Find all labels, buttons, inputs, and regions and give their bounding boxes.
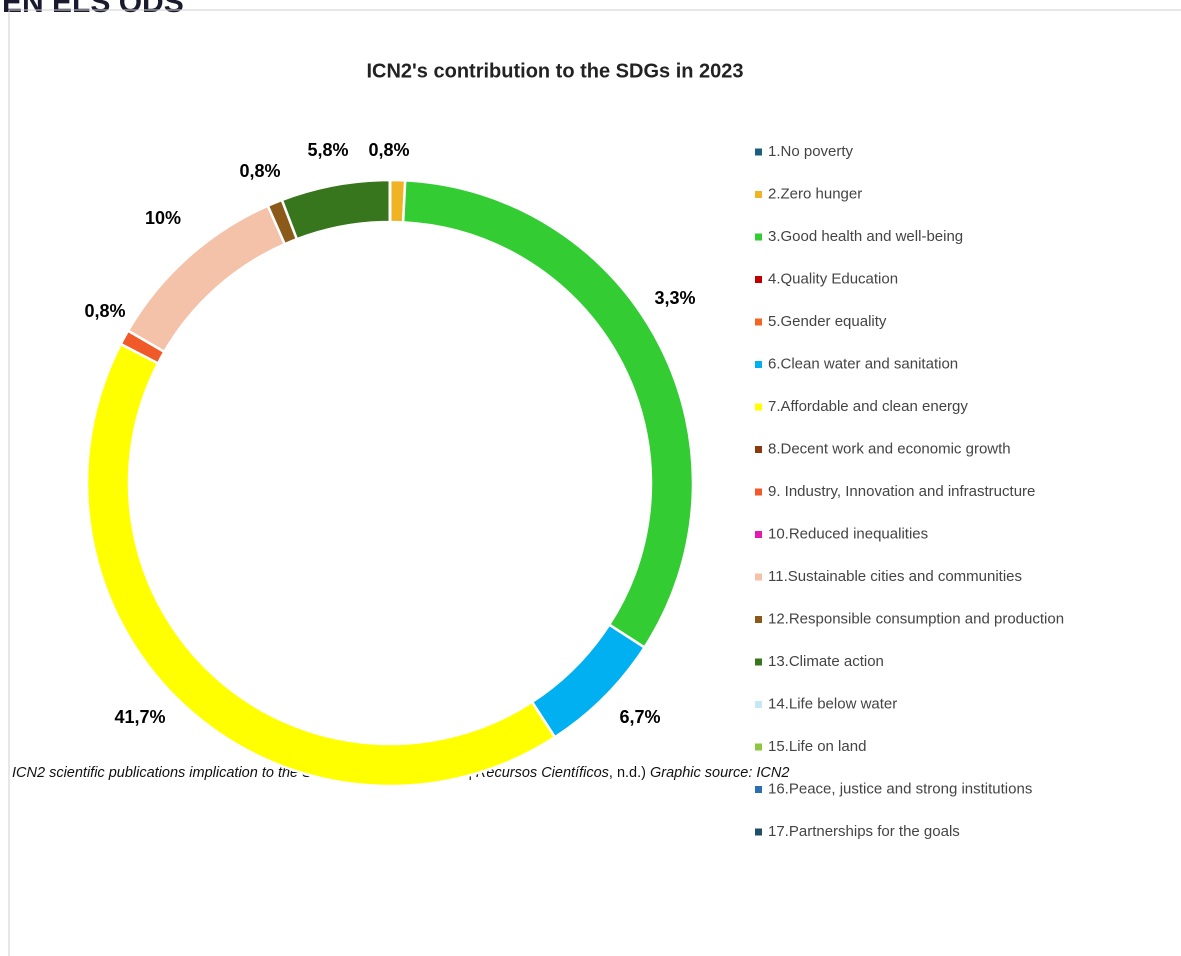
legend-label: 17.Partnerships for the goals [768,823,960,840]
legend-swatch [755,658,762,666]
data-label: 41,7% [114,707,165,727]
legend-swatch [755,233,762,241]
legend-label: 8.Decent work and economic growth [768,440,1011,457]
legend-swatch [755,701,762,708]
legend-swatch [755,446,762,453]
legend-swatch [755,743,762,751]
legend-label: 15.Life on land [768,738,866,755]
legend-label: 16.Peace, justice and strong institution… [768,780,1032,797]
caption-part: Graphic source: ICN2 [646,765,789,781]
legend-swatch [755,828,762,836]
legend-swatch [755,786,762,793]
data-label: 0,8% [239,161,280,181]
legend-label: 4.Quality Education [768,270,898,287]
donut-segment [401,179,695,650]
legend-swatch [755,531,762,538]
legend-label: 3.Good health and well-being [768,228,963,245]
frame [8,9,1181,956]
legend-label: 5.Gender equality [768,313,887,330]
data-label: 5,8% [307,140,348,160]
legend-swatch [755,191,762,198]
caption-part: , n.d.) [609,765,646,781]
legend-swatch [755,616,762,623]
legend-swatch [755,148,762,156]
legend-swatch [755,361,762,368]
donut-segment [280,178,392,241]
legend-swatch [755,318,762,326]
page-header: EN ELS ODS [2,0,184,19]
legend-label: 2.Zero hunger [768,185,862,202]
legend-label: 11.Sustainable cities and communities [768,568,1022,585]
data-label: 10% [145,208,181,228]
legend-label: 10.Reduced inequalities [768,525,928,542]
data-label: 3,3% [654,288,695,308]
data-label: 0,8% [84,301,125,321]
legend-label: 9. Industry, Innovation and infrastructu… [768,483,1035,500]
legend-label: 12.Responsible consumption and productio… [768,610,1064,627]
legend-label: 6.Clean water and sanitation [768,355,958,372]
data-label: 0,8% [368,140,409,160]
legend-swatch [755,276,762,283]
data-label: 6,7% [619,707,660,727]
legend-label: 1.No poverty [768,143,854,160]
chart-title: ICN2's contribution to the SDGs in 2023 [366,60,743,82]
legend-label: 7.Affordable and clean energy [768,398,968,415]
legend-swatch [755,403,762,411]
legend-label: 14.Life below water [768,695,897,712]
legend-label: 13.Climate action [768,653,884,670]
legend-swatch [755,488,762,496]
legend-swatch [755,573,762,581]
